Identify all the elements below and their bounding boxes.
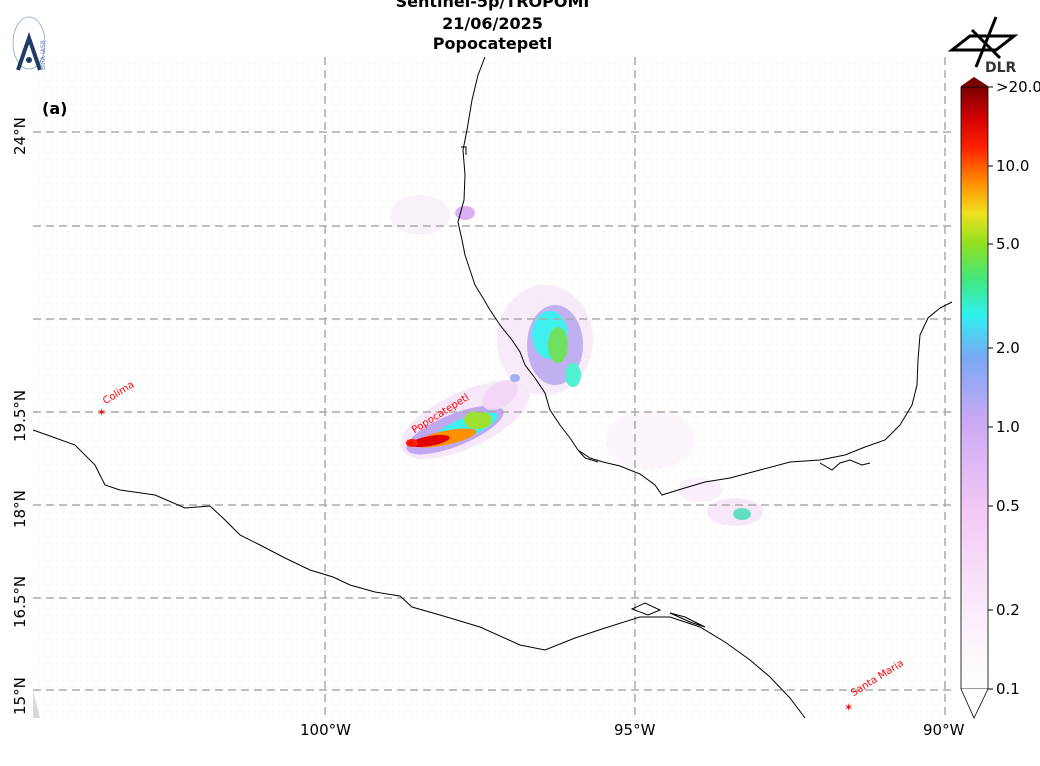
- lat-tick-16.5: 16.5°N: [11, 575, 29, 628]
- title-line-1: Sentinel-5p/TROPOMI: [395, 0, 590, 11]
- lon-tick-90w: 90°W: [923, 721, 965, 739]
- so2-plume: [390, 195, 763, 526]
- lon-tick-100w: 100°W: [300, 721, 351, 739]
- panel-label: (a): [42, 99, 68, 118]
- volcano-marker-popocatepetl: ✶: [406, 437, 415, 450]
- lat-tick-19.5: 19.5°N: [11, 389, 29, 442]
- lat-tick-15: 15°N: [11, 677, 29, 715]
- dlr-logo-text: DLR: [985, 60, 1017, 76]
- colorbar-tick-0.2: 0.2: [996, 601, 1020, 619]
- coastlines: [32, 56, 953, 719]
- volcano-marker-colima: ✶: [97, 406, 106, 419]
- colorbar-tick-2: 2.0: [996, 339, 1020, 357]
- lat-tick-18: 18°N: [11, 490, 29, 528]
- bira-logo: [12, 16, 46, 71]
- volcano-marker-santa-maria: ✶: [844, 701, 853, 714]
- title-date: 21/06/2025: [442, 14, 543, 33]
- bira-logo-text: BIRA-IASB: [40, 40, 47, 70]
- colorbar-tick-0.1: 0.1: [996, 680, 1020, 698]
- volcano-markers: ✶ ✶ ✶: [97, 406, 853, 714]
- colorbar-tick-1: 1.0: [996, 418, 1020, 436]
- lat-tick-24: 24°N: [11, 117, 29, 155]
- colorbar-tick-20: >20.0: [996, 78, 1040, 96]
- colorbar-tick-5: 5.0: [996, 235, 1020, 253]
- graticule: [33, 57, 952, 718]
- colorbar: [960, 77, 993, 719]
- lon-tick-95w: 95°W: [614, 721, 656, 739]
- title-volcano: Popocatepetl: [432, 34, 553, 53]
- dlr-logo: [947, 16, 1019, 68]
- colorbar-tick-10: 10.0: [996, 157, 1030, 175]
- colorbar-tick-0.5: 0.5: [996, 497, 1020, 515]
